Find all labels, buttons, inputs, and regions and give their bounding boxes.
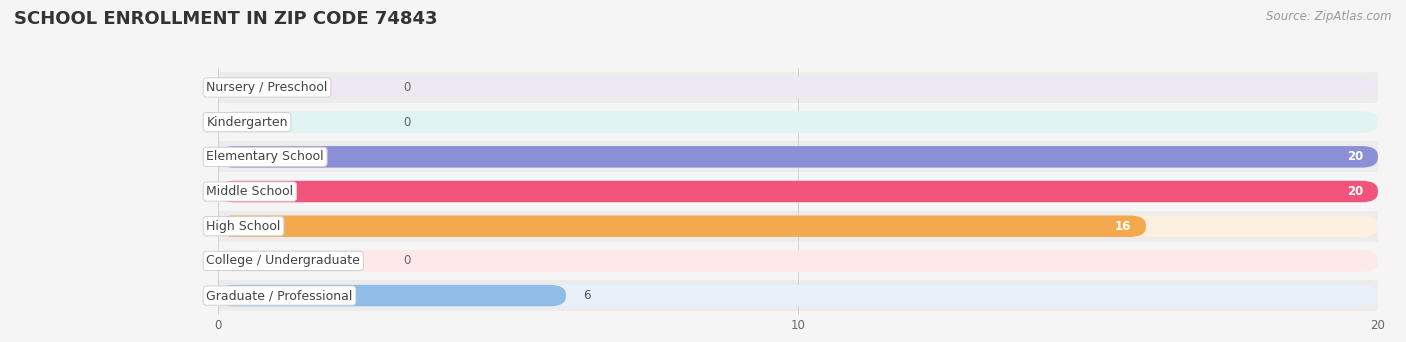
Text: High School: High School (207, 220, 281, 233)
Text: 0: 0 (404, 254, 411, 267)
FancyBboxPatch shape (218, 111, 1378, 133)
Text: 20: 20 (1347, 150, 1364, 163)
Text: 16: 16 (1115, 220, 1132, 233)
FancyBboxPatch shape (218, 77, 1378, 98)
Text: Elementary School: Elementary School (207, 150, 323, 163)
Text: 6: 6 (583, 289, 591, 302)
FancyBboxPatch shape (218, 285, 565, 306)
Text: Source: ZipAtlas.com: Source: ZipAtlas.com (1267, 10, 1392, 23)
Text: SCHOOL ENROLLMENT IN ZIP CODE 74843: SCHOOL ENROLLMENT IN ZIP CODE 74843 (14, 10, 437, 28)
Bar (218, 211, 1378, 242)
FancyBboxPatch shape (218, 146, 1378, 168)
Bar (218, 176, 1378, 207)
Bar (218, 107, 1378, 138)
Bar (218, 280, 1378, 311)
FancyBboxPatch shape (218, 250, 1378, 272)
Text: 0: 0 (404, 81, 411, 94)
Text: Middle School: Middle School (207, 185, 294, 198)
FancyBboxPatch shape (218, 181, 1378, 202)
Text: Graduate / Professional: Graduate / Professional (207, 289, 353, 302)
FancyBboxPatch shape (218, 146, 1378, 168)
Text: 20: 20 (1347, 185, 1364, 198)
Text: Kindergarten: Kindergarten (207, 116, 288, 129)
FancyBboxPatch shape (218, 181, 1378, 202)
Text: College / Undergraduate: College / Undergraduate (207, 254, 360, 267)
Bar (218, 141, 1378, 172)
Text: Nursery / Preschool: Nursery / Preschool (207, 81, 328, 94)
Bar (218, 245, 1378, 276)
Bar (218, 72, 1378, 103)
Text: 0: 0 (404, 116, 411, 129)
FancyBboxPatch shape (218, 285, 1378, 306)
FancyBboxPatch shape (218, 215, 1378, 237)
FancyBboxPatch shape (218, 215, 1146, 237)
